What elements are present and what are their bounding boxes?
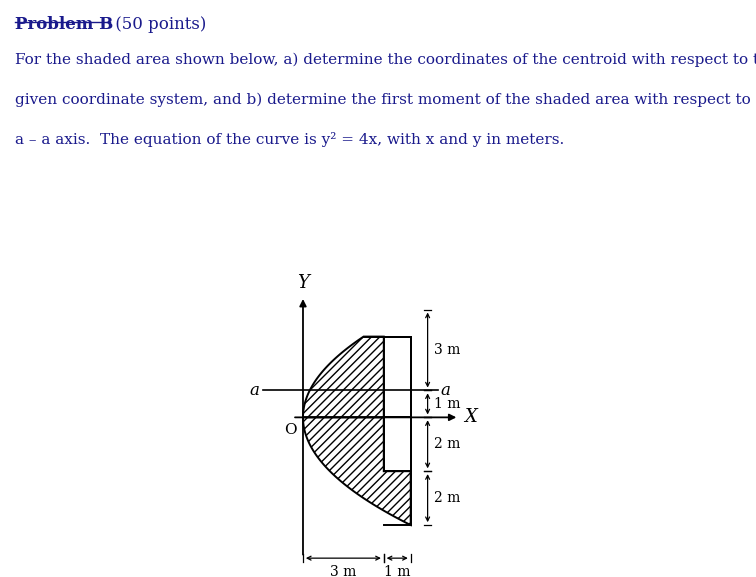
Polygon shape	[384, 336, 411, 417]
Polygon shape	[384, 417, 411, 471]
Text: Problem B: Problem B	[15, 16, 113, 33]
Text: For the shaded area shown below, a) determine the coordinates of the centroid wi: For the shaded area shown below, a) dete…	[15, 53, 756, 68]
Text: a: a	[249, 382, 259, 399]
Text: X: X	[463, 409, 476, 426]
Text: a: a	[441, 382, 451, 399]
Text: 2 m: 2 m	[434, 491, 460, 505]
Text: O: O	[284, 423, 297, 437]
Text: Y: Y	[297, 273, 309, 291]
Polygon shape	[303, 336, 384, 417]
Polygon shape	[303, 417, 411, 525]
Text: 3 m: 3 m	[330, 565, 357, 577]
Text: 1 m: 1 m	[384, 565, 411, 577]
Text: (50 points): (50 points)	[110, 16, 206, 33]
Text: 2 m: 2 m	[434, 437, 460, 451]
Text: a – a axis.  The equation of the curve is y² = 4x, with x and y in meters.: a – a axis. The equation of the curve is…	[15, 132, 565, 147]
Text: 1 m: 1 m	[434, 397, 460, 411]
Text: given coordinate system, and b) determine the first moment of the shaded area wi: given coordinate system, and b) determin…	[15, 92, 756, 107]
Text: 3 m: 3 m	[434, 343, 460, 357]
